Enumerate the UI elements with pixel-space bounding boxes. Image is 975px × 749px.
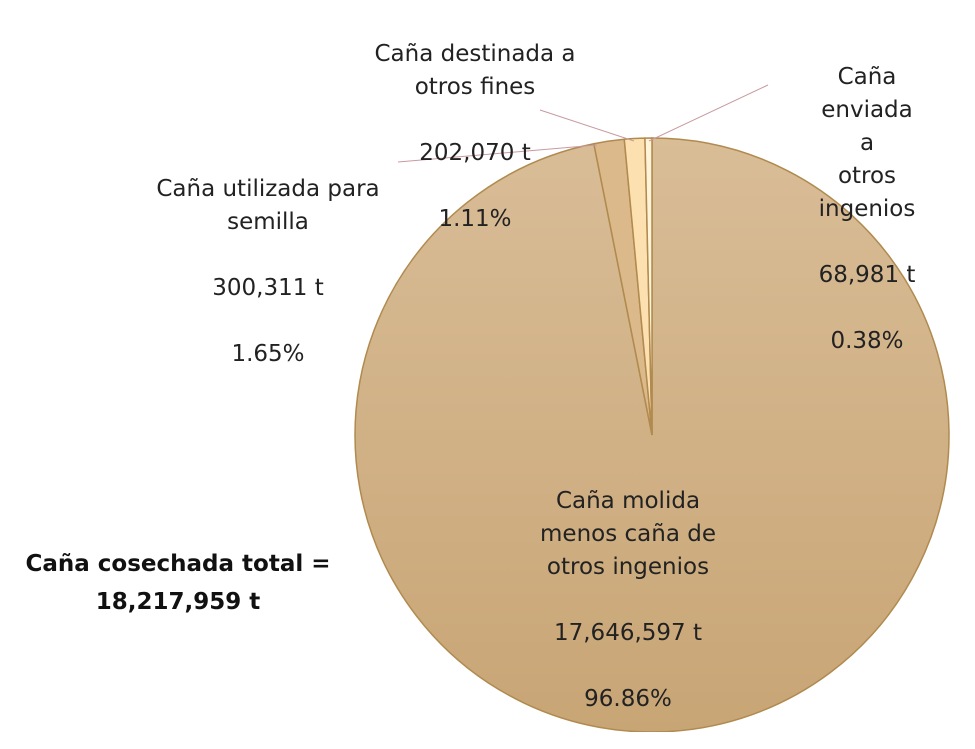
value-label: 300,311 t	[212, 275, 324, 301]
percent-label: 0.38%	[830, 328, 904, 354]
category-label: Caña molida menos caña de otros ingenios	[540, 488, 716, 580]
slice-label: Caña utilizada para semilla 300,311 t 1.…	[156, 140, 379, 404]
percent-label: 1.11%	[438, 206, 512, 232]
value-label: 202,070 t	[419, 140, 531, 166]
slice-label: Caña destinada a otros fines 202,070 t 1…	[374, 5, 575, 269]
category-label: Caña utilizada para semilla	[156, 176, 380, 235]
leader-line	[397, 144, 598, 163]
value-label: 68,981 t	[818, 262, 916, 288]
category-label: Caña destinada a otros fines	[374, 41, 576, 100]
value-label: 17,646,597 t	[553, 620, 703, 646]
chart: Caña molida menos caña de otros ingenios…	[25, 5, 950, 732]
total-annotation: Caña cosechada total = 18,217,959 t	[25, 551, 331, 615]
pie-chart	[354, 84, 950, 732]
percent-label: 1.65%	[231, 341, 305, 367]
leader-line	[648, 84, 769, 142]
slice-label: Caña molida menos caña de otros ingenios…	[540, 452, 716, 749]
slice-label: Caña enviada a otros ingenios 68,981 t 0…	[813, 28, 921, 391]
leader-line	[539, 109, 635, 142]
pie-slice	[644, 137, 653, 436]
percent-label: 96.86%	[584, 686, 672, 712]
category-label: Caña enviada a otros ingenios	[818, 64, 916, 222]
